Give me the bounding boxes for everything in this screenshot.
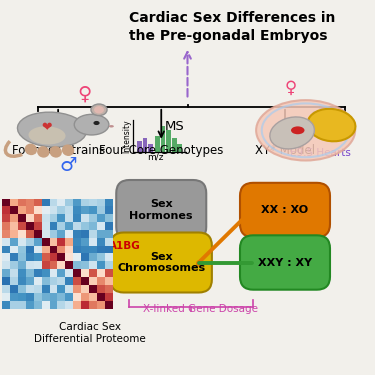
Text: Cardiac Sex Differences in
the Pre-gonadal Embryos: Cardiac Sex Differences in the Pre-gonad… — [129, 11, 336, 42]
Text: XX : XO: XX : XO — [261, 205, 309, 215]
FancyBboxPatch shape — [240, 183, 330, 237]
Text: ♀: ♀ — [285, 79, 297, 97]
Text: MS: MS — [165, 120, 185, 133]
Text: ♂: ♂ — [309, 105, 324, 123]
Bar — [160, 126, 165, 152]
FancyBboxPatch shape — [111, 232, 212, 292]
Bar — [177, 144, 182, 152]
FancyBboxPatch shape — [116, 180, 206, 240]
Text: Cardiac Sex
Differential Proteome: Cardiac Sex Differential Proteome — [34, 322, 146, 344]
Text: XY* Model: XY* Model — [255, 144, 315, 158]
Text: XXY : XY: XXY : XY — [258, 258, 312, 267]
Bar — [137, 141, 142, 152]
Bar — [172, 138, 177, 152]
Bar — [166, 130, 171, 152]
Bar — [142, 138, 147, 152]
Text: Intensity: Intensity — [122, 119, 131, 153]
Bar — [155, 136, 160, 152]
Text: Four Core Genotypes: Four Core Genotypes — [99, 144, 224, 158]
Text: Founder Strains: Founder Strains — [12, 144, 105, 158]
Bar — [148, 144, 153, 152]
Text: X-linked Gene Dosage: X-linked Gene Dosage — [143, 304, 258, 314]
Text: Sex
Hormones: Sex Hormones — [129, 199, 193, 221]
FancyBboxPatch shape — [240, 236, 330, 290]
Text: A1BG: A1BG — [109, 241, 141, 250]
Text: E9.5 Hearts: E9.5 Hearts — [290, 148, 351, 158]
Text: m/z: m/z — [147, 153, 164, 162]
Text: Sex
Chromosomes: Sex Chromosomes — [117, 252, 206, 273]
